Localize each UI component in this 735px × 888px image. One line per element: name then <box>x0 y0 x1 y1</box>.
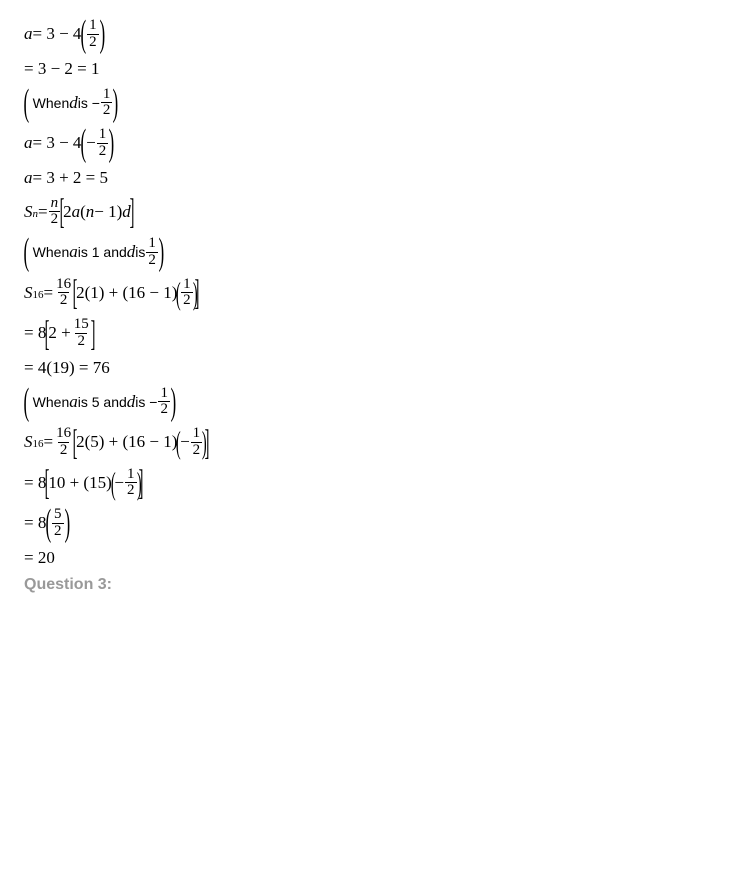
left-paren-icon: ( <box>23 89 29 118</box>
text: 2(5) + (16 − 1) <box>76 432 177 452</box>
left-bracket-icon: [ <box>73 430 78 455</box>
left-paren-icon: ( <box>23 238 29 267</box>
fraction: 16 2 <box>54 426 73 459</box>
fraction: n 2 <box>49 196 61 229</box>
left-paren-icon: ( <box>176 282 181 304</box>
text: = 8 <box>24 473 46 493</box>
subscript-16: 16 <box>33 438 44 450</box>
fraction: 1 2 <box>181 277 193 310</box>
text: = 3 − 4 <box>33 133 82 153</box>
var-a: a <box>24 133 33 153</box>
equation-line-8: S 16 = 16 2 [ 2(1) + (16 − 1) ( 1 2 ) ] <box>24 277 711 310</box>
fraction: 1 2 <box>146 236 158 269</box>
neg: − <box>114 473 124 493</box>
text: When <box>33 394 70 410</box>
var-S: S <box>24 432 33 452</box>
equation-line-15: = 20 <box>24 548 711 568</box>
equation-line-3: ( When d is − 1 2 ) <box>24 87 711 120</box>
var-a: a <box>69 242 78 262</box>
text: When <box>33 244 70 260</box>
left-paren-icon: ( <box>111 472 116 494</box>
left-paren-icon: ( <box>176 431 181 453</box>
equation-line-7: ( When a is 1 and d is 1 2 ) <box>24 236 711 269</box>
right-bracket-icon: ] <box>129 199 134 224</box>
right-paren-icon: ) <box>158 238 164 267</box>
equation-line-14: = 8 ( 5 2 ) <box>24 507 711 540</box>
question-3-heading: Question 3: <box>24 576 711 594</box>
text: = <box>44 432 54 452</box>
left-paren-icon: ( <box>23 388 29 417</box>
var-a: a <box>72 202 81 222</box>
var-a: a <box>24 24 33 44</box>
subscript-n: n <box>33 208 39 220</box>
text: = 8 <box>24 323 46 343</box>
left-paren-icon: ( <box>81 129 87 158</box>
right-bracket-icon: ] <box>90 321 95 346</box>
equation-line-9: = 8 [ 2 + 15 2 ] <box>24 317 711 350</box>
fraction: 1 2 <box>97 127 109 160</box>
text: − 1 <box>94 202 116 222</box>
fraction: 16 2 <box>54 277 73 310</box>
text: = 20 <box>24 548 55 568</box>
equation-line-4: a = 3 − 4 ( − 1 2 ) <box>24 127 711 160</box>
equation-line-13: = 8 [ 10 + (15) ( − 1 2 ) ] <box>24 467 711 500</box>
equation-line-5: a = 3 + 2 = 5 <box>24 168 711 188</box>
right-bracket-icon: ] <box>195 280 200 305</box>
text: is 5 and <box>78 394 127 410</box>
fraction: 15 2 <box>72 317 91 350</box>
right-paren-icon: ) <box>99 20 105 49</box>
text: When <box>33 95 70 111</box>
right-paren-icon: ) <box>113 89 119 118</box>
var-a: a <box>24 168 33 188</box>
text: 2 + <box>48 323 70 343</box>
fraction: 1 2 <box>125 467 137 500</box>
equation-line-6: S n = n 2 [ 2 a ( n − 1 ) d ] <box>24 196 711 229</box>
text: is <box>135 244 145 260</box>
right-paren-icon: ) <box>64 509 70 538</box>
equation-line-10: = 4(19) = 76 <box>24 358 711 378</box>
equation-line-1: a = 3 − 4 ( 1 2 ) <box>24 18 711 51</box>
text: is − <box>78 95 100 111</box>
text: 10 + (15) <box>48 473 111 493</box>
text: = 4(19) = 76 <box>24 358 110 378</box>
fraction: 1 2 <box>87 18 99 51</box>
equation-line-12: S 16 = 16 2 [ 2(5) + (16 − 1) ( − 1 2 ) … <box>24 426 711 459</box>
var-S: S <box>24 202 33 222</box>
left-bracket-icon: [ <box>45 321 50 346</box>
right-bracket-icon: ] <box>204 430 209 455</box>
right-paren-icon: ) <box>170 388 176 417</box>
equation-line-11: ( When a is 5 and d is − 1 2 ) <box>24 386 711 419</box>
neg: − <box>86 133 96 153</box>
left-bracket-icon: [ <box>73 280 78 305</box>
text: is 1 and <box>78 244 127 260</box>
fraction: 1 2 <box>191 426 203 459</box>
var-a: a <box>69 392 78 412</box>
text: is − <box>135 394 157 410</box>
var-d: d <box>127 242 136 262</box>
equation-line-2: = 3 − 2 = 1 <box>24 59 711 79</box>
left-paren-icon: ( <box>81 20 87 49</box>
left-paren-icon: ( <box>46 509 52 538</box>
fraction: 1 2 <box>158 386 170 419</box>
fraction: 5 2 <box>52 507 64 540</box>
var-n: n <box>86 202 95 222</box>
left-bracket-icon: [ <box>60 199 65 224</box>
right-bracket-icon: ] <box>139 470 144 495</box>
right-paren-icon: ) <box>109 129 115 158</box>
var-S: S <box>24 283 33 303</box>
text: 2(1) + (16 − 1) <box>76 283 177 303</box>
text: = 3 − 4 <box>33 24 82 44</box>
left-bracket-icon: [ <box>45 470 50 495</box>
text: = <box>44 283 54 303</box>
text: = 3 + 2 = 5 <box>33 168 109 188</box>
subscript-16: 16 <box>33 289 44 301</box>
text: = 3 − 2 = 1 <box>24 59 100 79</box>
var-d: d <box>69 93 78 113</box>
var-d: d <box>127 392 136 412</box>
text: = 8 <box>24 513 46 533</box>
fraction: 1 2 <box>101 87 113 120</box>
text: = <box>38 202 48 222</box>
neg: − <box>180 432 190 452</box>
